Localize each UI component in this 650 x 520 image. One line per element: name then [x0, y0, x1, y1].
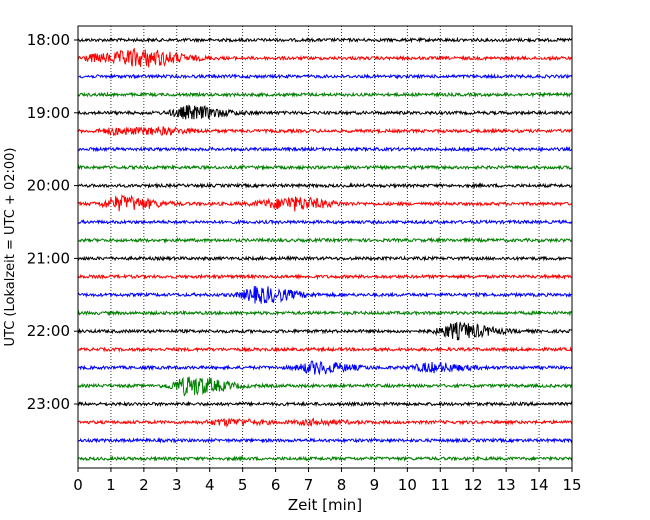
y-tick-label: 20:00	[27, 177, 70, 195]
x-tick-label: 15	[562, 476, 581, 494]
trace-2030	[77, 218, 573, 226]
trace-2315	[77, 417, 573, 428]
x-tick-label: 8	[337, 476, 347, 494]
x-tick-label: 13	[497, 476, 516, 494]
trace-2000	[77, 182, 573, 189]
x-tick-label: 10	[398, 476, 417, 494]
trace-lines	[77, 36, 573, 463]
trace-2215	[77, 345, 573, 353]
trace-1930	[77, 145, 573, 153]
y-tick-label: 23:00	[27, 395, 70, 413]
trace-1800	[77, 36, 573, 44]
x-tick-label: 1	[106, 476, 116, 494]
x-tick-label: 3	[172, 476, 182, 494]
x-axis-label: Zeit [min]	[288, 496, 362, 514]
plot-frame	[77, 25, 573, 469]
y-tick-label: 22:00	[27, 322, 70, 340]
trace-2230	[77, 360, 573, 376]
trace-2330	[77, 436, 573, 444]
trace-1900	[77, 104, 573, 120]
x-tick-label: 12	[464, 476, 483, 494]
x-tick-label: 2	[139, 476, 149, 494]
trace-1915	[77, 126, 573, 137]
x-tick-label: 0	[73, 476, 83, 494]
y-tick-label: 19:00	[27, 104, 70, 122]
y-axis-label: UTC (Lokalzeit = UTC + 02:00)	[3, 148, 18, 347]
trace-1830	[77, 72, 573, 80]
y-tick-label: 18:00	[27, 31, 70, 49]
trace-1845	[77, 91, 573, 99]
trace-2100	[77, 255, 573, 262]
grid-lines	[110, 26, 540, 468]
x-tick-label: 7	[304, 476, 314, 494]
trace-2015	[77, 194, 573, 212]
x-tick-label: 14	[530, 476, 549, 494]
trace-2345	[77, 455, 573, 463]
x-tick-label: 5	[238, 476, 248, 494]
trace-2115	[77, 273, 573, 281]
trace-1815	[77, 47, 573, 68]
y-tick-label: 21:00	[27, 249, 70, 267]
trace-1945	[77, 163, 573, 171]
y-ticks: 18:00 19:00 20:00 21:00 22:00 23:00	[27, 31, 78, 413]
trace-2045	[77, 236, 573, 244]
x-tick-label: 6	[271, 476, 281, 494]
trace-2200	[77, 321, 573, 341]
trace-2145	[77, 309, 573, 317]
x-tick-label: 4	[205, 476, 215, 494]
x-ticks: 0 1 2 3 4 5 6 7 8 9 10 11 12 13 14 15	[73, 468, 582, 494]
trace-2300	[77, 400, 573, 408]
trace-2130	[77, 285, 573, 304]
trace-2245	[77, 376, 573, 397]
x-tick-label: 9	[370, 476, 380, 494]
x-tick-label: 11	[431, 476, 450, 494]
